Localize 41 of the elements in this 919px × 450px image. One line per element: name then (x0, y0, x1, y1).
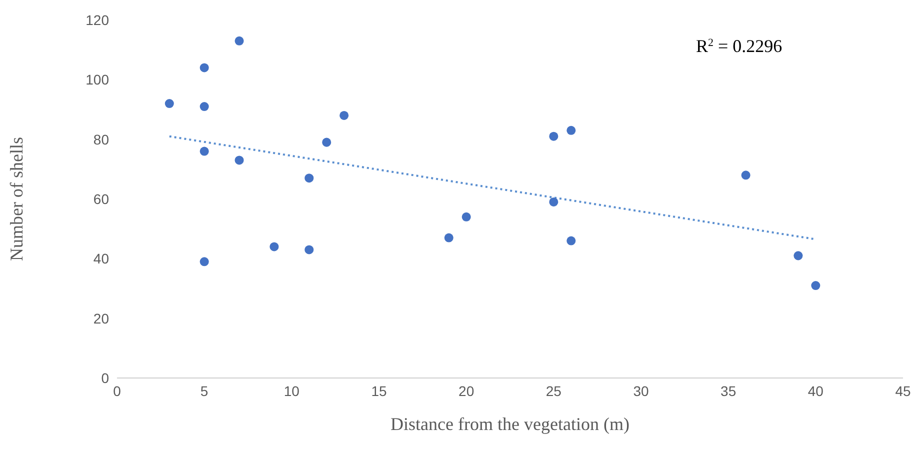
y-tick-label: 80 (93, 131, 110, 148)
point (200, 102, 209, 112)
y-tick-label: 20 (93, 310, 110, 326)
y-tick-label: 60 (93, 190, 110, 207)
y-tick-label: 100 (86, 72, 110, 88)
x-tick-label: 20 (458, 382, 474, 399)
point (234, 156, 244, 165)
x-tick-label: 35 (720, 382, 736, 399)
point (322, 138, 332, 147)
point (794, 251, 803, 260)
point (164, 99, 174, 108)
y-tick-label: 40 (93, 250, 110, 267)
point (549, 197, 558, 206)
point (462, 212, 471, 222)
x-tick-label: 15 (371, 382, 387, 399)
y-tick-label: 0 (101, 370, 110, 386)
point (566, 236, 576, 246)
point (566, 126, 576, 135)
point (234, 36, 244, 46)
point (741, 170, 750, 180)
point (549, 132, 558, 141)
x-tick-label: 45 (895, 382, 911, 399)
point (200, 63, 209, 72)
x-tick-label: 25 (546, 382, 562, 399)
point (304, 245, 314, 254)
x-tick-label: 30 (633, 382, 649, 399)
y-tick-label: 120 (86, 12, 110, 28)
x-axis-title: Distance from the vegetation (m) (390, 414, 630, 434)
point (340, 110, 349, 120)
point (200, 257, 209, 266)
x-tick-label: 10 (284, 382, 300, 399)
x-tick-label: 5 (200, 382, 208, 399)
point (444, 233, 454, 242)
y-axis-title: Number of shells (6, 137, 26, 261)
x-tick-label: 0 (113, 382, 122, 399)
point (811, 281, 820, 290)
point (304, 174, 314, 183)
annotation: R$^{2}$ = 0.2296 (696, 36, 782, 56)
point (270, 242, 279, 252)
x-tick-label: 40 (808, 382, 824, 399)
point (200, 146, 209, 156)
